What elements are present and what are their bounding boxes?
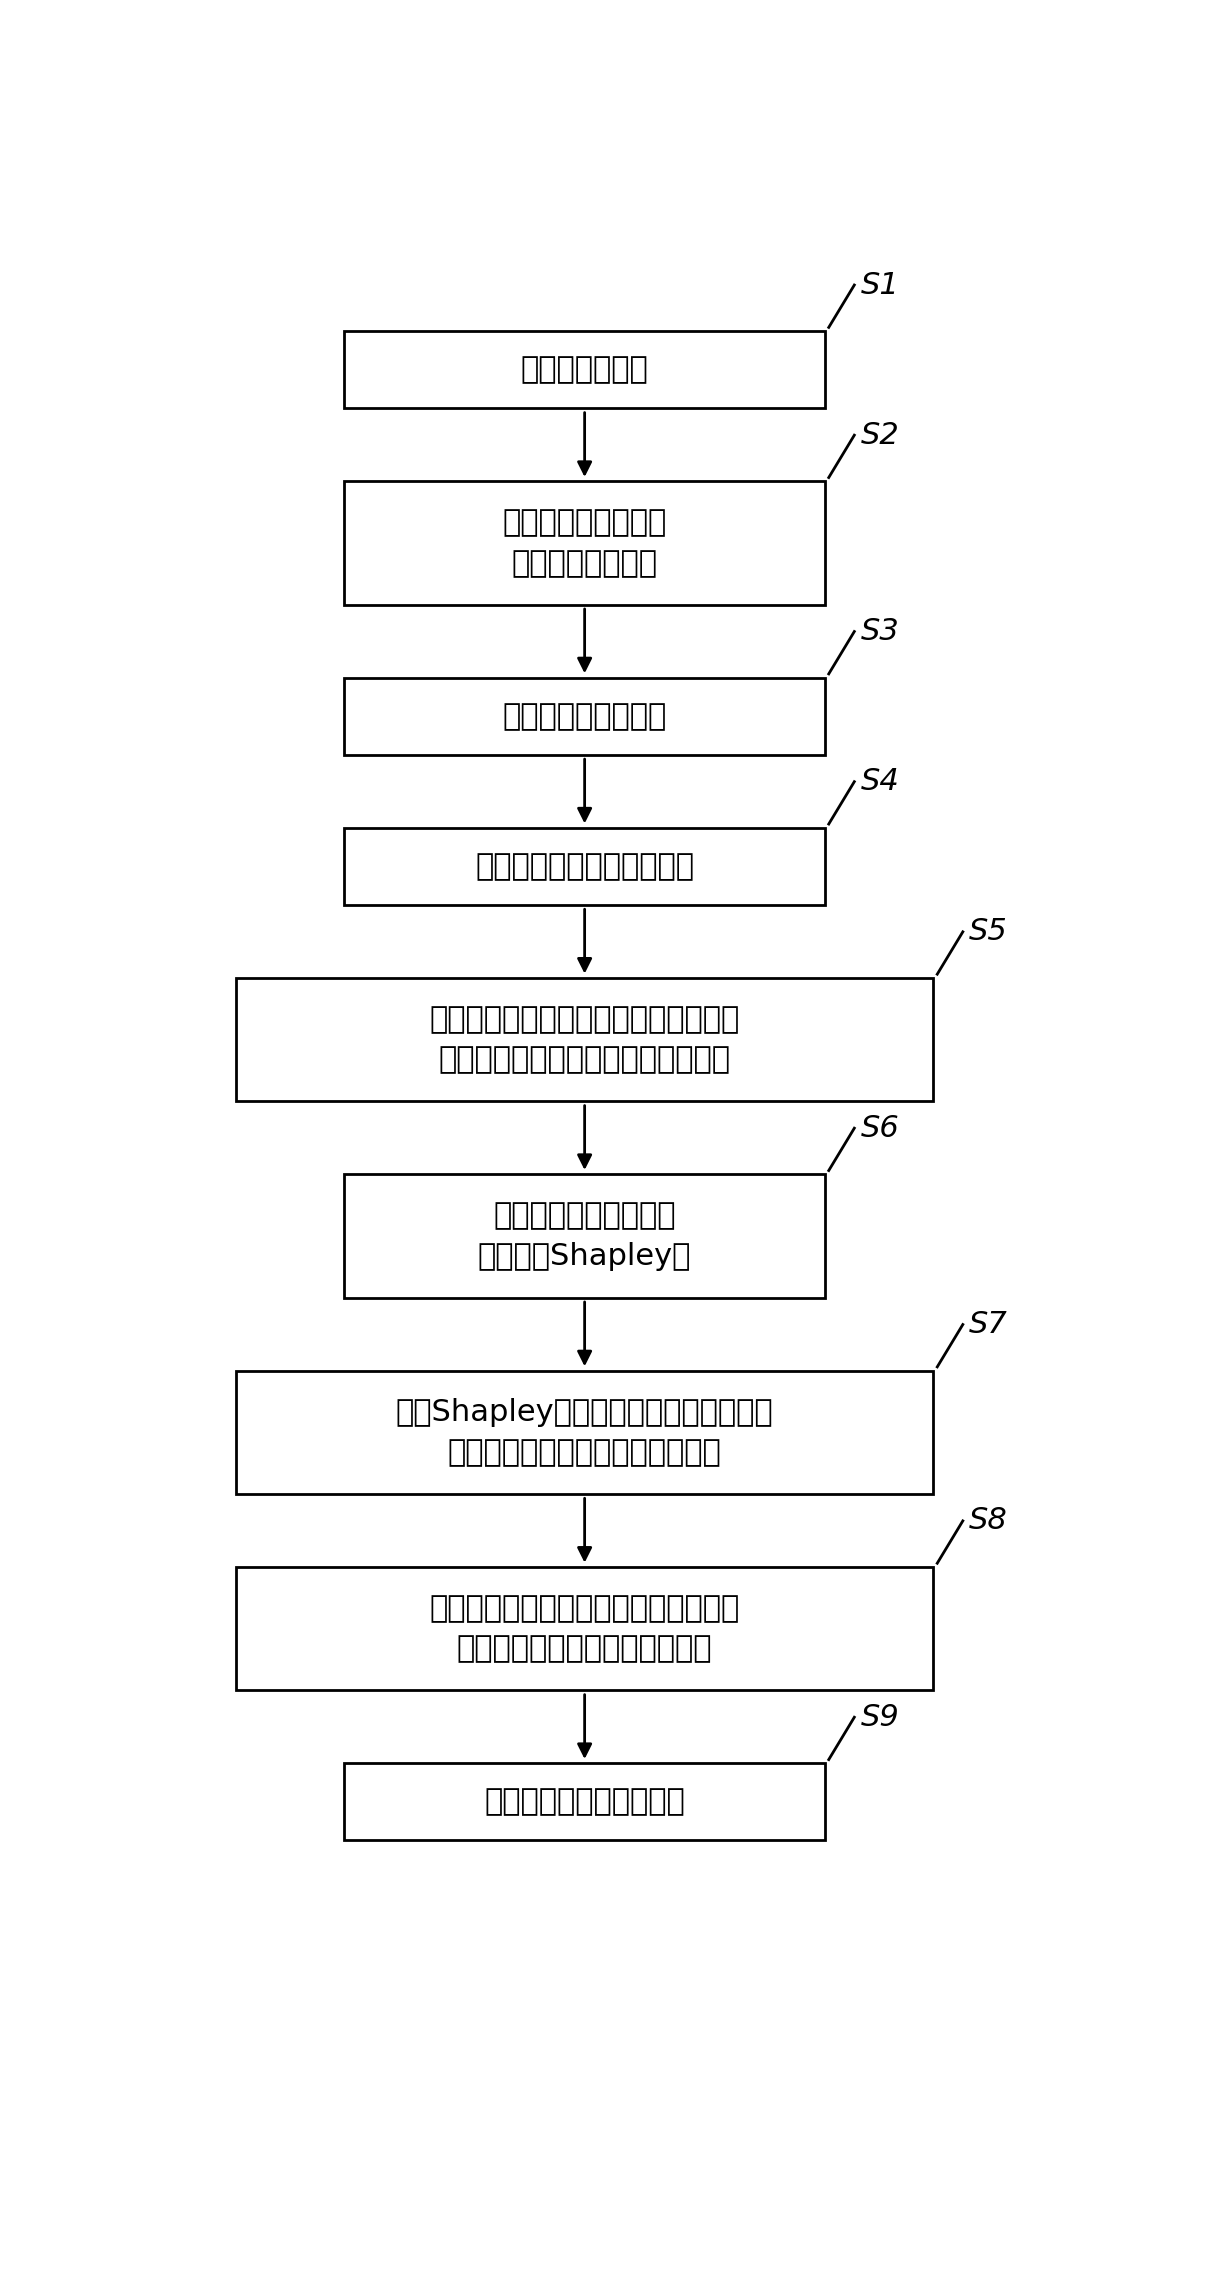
Text: 对用户端的功率进行初始化: 对用户端的功率进行初始化 bbox=[475, 852, 694, 882]
Text: 计算用户联盟模型的全部用户端的效用
值以及去除一目标用户端后的效用值: 计算用户联盟模型的全部用户端的效用 值以及去除一目标用户端后的效用值 bbox=[429, 1005, 740, 1073]
Bar bbox=[236, 978, 934, 1101]
Text: 建立一用户联盟模型: 建立一用户联盟模型 bbox=[502, 702, 666, 732]
Text: 建立一通信系统: 建立一通信系统 bbox=[521, 356, 648, 385]
Text: 对用户端的功率进行优化: 对用户端的功率进行优化 bbox=[484, 1787, 684, 1816]
Bar bbox=[345, 330, 825, 408]
Text: 利用出价矩阵将用户端分配在出价最高
的一信道下，更新用户联盟模型: 利用出价矩阵将用户端分配在出价最高 的一信道下，更新用户联盟模型 bbox=[429, 1593, 740, 1664]
Bar bbox=[345, 481, 825, 604]
Bar bbox=[345, 1764, 825, 1841]
Text: S6: S6 bbox=[860, 1114, 899, 1142]
Text: S4: S4 bbox=[860, 768, 899, 795]
Text: S3: S3 bbox=[860, 618, 899, 645]
Text: S8: S8 bbox=[969, 1506, 1007, 1536]
Text: S1: S1 bbox=[860, 271, 899, 299]
Text: S9: S9 bbox=[860, 1702, 899, 1732]
Text: S7: S7 bbox=[969, 1310, 1007, 1340]
Text: 计算同一信道中不同
用户端的信干噪比: 计算同一信道中不同 用户端的信干噪比 bbox=[502, 508, 666, 579]
Bar bbox=[236, 1370, 934, 1495]
Text: 根据Shapley值计算每个用户端对不同信
道的出价策略，并组成一出价矩阵: 根据Shapley值计算每个用户端对不同信 道的出价策略，并组成一出价矩阵 bbox=[395, 1397, 774, 1468]
Bar bbox=[236, 1568, 934, 1691]
Bar bbox=[345, 827, 825, 905]
Text: S2: S2 bbox=[860, 422, 899, 449]
Bar bbox=[345, 677, 825, 754]
Bar bbox=[345, 1174, 825, 1297]
Text: 计算每个用户端在不同
信道下的Shapley值: 计算每个用户端在不同 信道下的Shapley值 bbox=[478, 1201, 692, 1272]
Text: S5: S5 bbox=[969, 918, 1007, 946]
